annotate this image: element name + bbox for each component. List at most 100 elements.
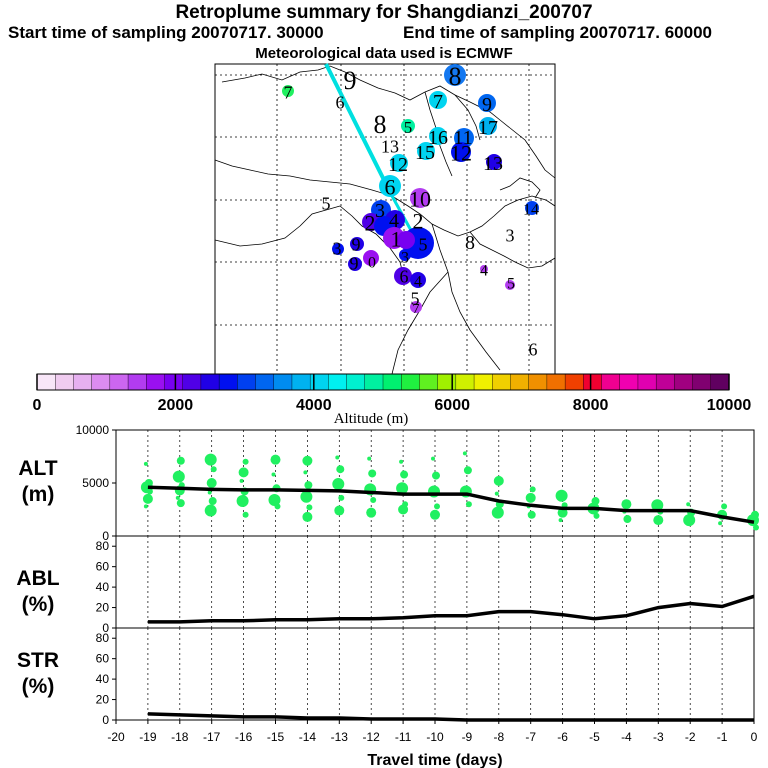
- plume-member-point: [242, 511, 249, 518]
- x-tick-label: 0: [751, 730, 758, 744]
- map-dot: [363, 250, 379, 266]
- alt-title: ALT: [18, 457, 58, 480]
- map-day-label: 4: [389, 210, 399, 232]
- colorbar-swatch: [601, 373, 621, 391]
- x-tick-label: -9: [462, 730, 473, 744]
- map-day-label: 5: [322, 193, 331, 213]
- map-dot: [332, 243, 344, 255]
- plume-member-point: [335, 455, 340, 460]
- colorbar-swatch: [273, 373, 293, 391]
- plume-member-point: [432, 471, 440, 480]
- x-tick-label: -11: [395, 730, 412, 744]
- plume-member-point: [204, 453, 217, 466]
- plume-member-point: [462, 451, 467, 456]
- x-tick-label: -19: [139, 730, 157, 744]
- colorbar-ticks: 0 2000 4000 6000 8000 10000: [33, 374, 751, 414]
- colorbar-tick-label: 6000: [434, 397, 470, 414]
- plume-member-point: [334, 505, 345, 516]
- colorbar-swatch: [655, 373, 675, 391]
- map-day-label: 12: [450, 141, 472, 166]
- y-tick-label: 5000: [82, 476, 109, 490]
- map-day-label: 5: [419, 234, 428, 254]
- colorbar-swatch: [255, 373, 275, 391]
- plume-member-point: [274, 503, 281, 510]
- colorbar-swatch: [564, 373, 584, 391]
- abl-panel: 80 60 40 20 0: [96, 535, 755, 635]
- x-tick-label: -10: [426, 730, 444, 744]
- colorbar-swatch: [182, 373, 202, 391]
- x-tick-label: -6: [557, 730, 568, 744]
- colorbar-swatch: [109, 373, 129, 391]
- colorbar-swatch: [401, 373, 420, 391]
- map-day-label: 12: [388, 154, 408, 176]
- plume-member-point: [557, 507, 568, 518]
- colorbar-swatch: [55, 373, 74, 391]
- colorbar-swatch: [455, 373, 475, 391]
- plume-member-point: [721, 503, 728, 510]
- plume-member-point: [143, 461, 148, 466]
- plume-member-point: [176, 499, 185, 508]
- plume-member-point: [621, 499, 632, 510]
- map-day-label: 6: [385, 175, 396, 200]
- colorbar-swatch: [346, 373, 366, 391]
- map-day-label: 16: [428, 127, 448, 149]
- colorbar-swatch: [218, 373, 238, 391]
- str-unit: (%): [21, 675, 55, 698]
- plume-member-point: [593, 512, 600, 519]
- plume-member-point: [239, 478, 244, 483]
- str-panel-label: STR (%): [8, 648, 68, 700]
- plume-member-point: [370, 496, 377, 503]
- end-time-label: End time of sampling 20070717. 60000: [403, 23, 712, 42]
- colorbar-tick-label: 0: [33, 397, 42, 414]
- y-tick-label: 80: [96, 631, 110, 645]
- plume-member-point: [494, 491, 499, 496]
- map-dot: [479, 117, 497, 135]
- y-tick-label: 60: [96, 560, 110, 574]
- abl-unit: (%): [21, 593, 55, 616]
- chart-title: Retroplume summary for Shangdianzi_20070…: [175, 2, 593, 23]
- map-day-label: 5: [507, 276, 515, 293]
- map-day-label: 13: [381, 136, 399, 156]
- plume-member-point: [463, 466, 472, 475]
- plume-member-point: [176, 456, 185, 465]
- str-mean-line: [147, 712, 754, 722]
- map-day-label: 3: [506, 225, 515, 245]
- plume-member-point: [302, 511, 313, 522]
- x-tick-label: -18: [171, 730, 189, 744]
- map-day-label: 10: [409, 187, 431, 212]
- colorbar-swatch: [382, 373, 402, 391]
- plume-member-point: [686, 502, 691, 507]
- plume-member-point: [306, 504, 313, 511]
- y-tick-label: 0: [102, 621, 109, 635]
- map-dot: [451, 142, 471, 162]
- plume-member-point: [175, 495, 180, 500]
- plume-member-point: [555, 489, 568, 502]
- plume-member-point: [172, 470, 185, 483]
- colorbar-tick-label: 4000: [296, 397, 332, 414]
- plume-member-point: [332, 478, 345, 491]
- colorbar-swatch: [328, 373, 348, 391]
- plume-member-point: [366, 507, 377, 518]
- plume-member-point: [718, 521, 723, 526]
- map-day-label: 7: [413, 302, 420, 317]
- map-dot: [486, 154, 502, 170]
- plume-member-point: [303, 470, 308, 475]
- map-dot: [444, 64, 466, 86]
- colorbar-swatch: [127, 373, 147, 391]
- plume-member-point: [493, 475, 504, 486]
- map-day-label: 6: [529, 339, 538, 359]
- plume-member-point: [143, 504, 148, 509]
- map-day-label: 5: [411, 288, 420, 308]
- x-tick-label: -17: [203, 730, 221, 744]
- plume-member-point: [146, 488, 153, 495]
- plume-member-point: [434, 503, 440, 510]
- colorbar-swatch: [473, 373, 493, 391]
- map-day-label: 9: [352, 234, 361, 254]
- map-day-label: 5: [404, 118, 413, 137]
- y-tick-label: 0: [102, 529, 109, 543]
- abl-mean-line: [147, 594, 755, 624]
- plume-member-point: [304, 481, 313, 490]
- plume-member-point: [623, 515, 632, 524]
- colorbar-swatch: [200, 373, 220, 391]
